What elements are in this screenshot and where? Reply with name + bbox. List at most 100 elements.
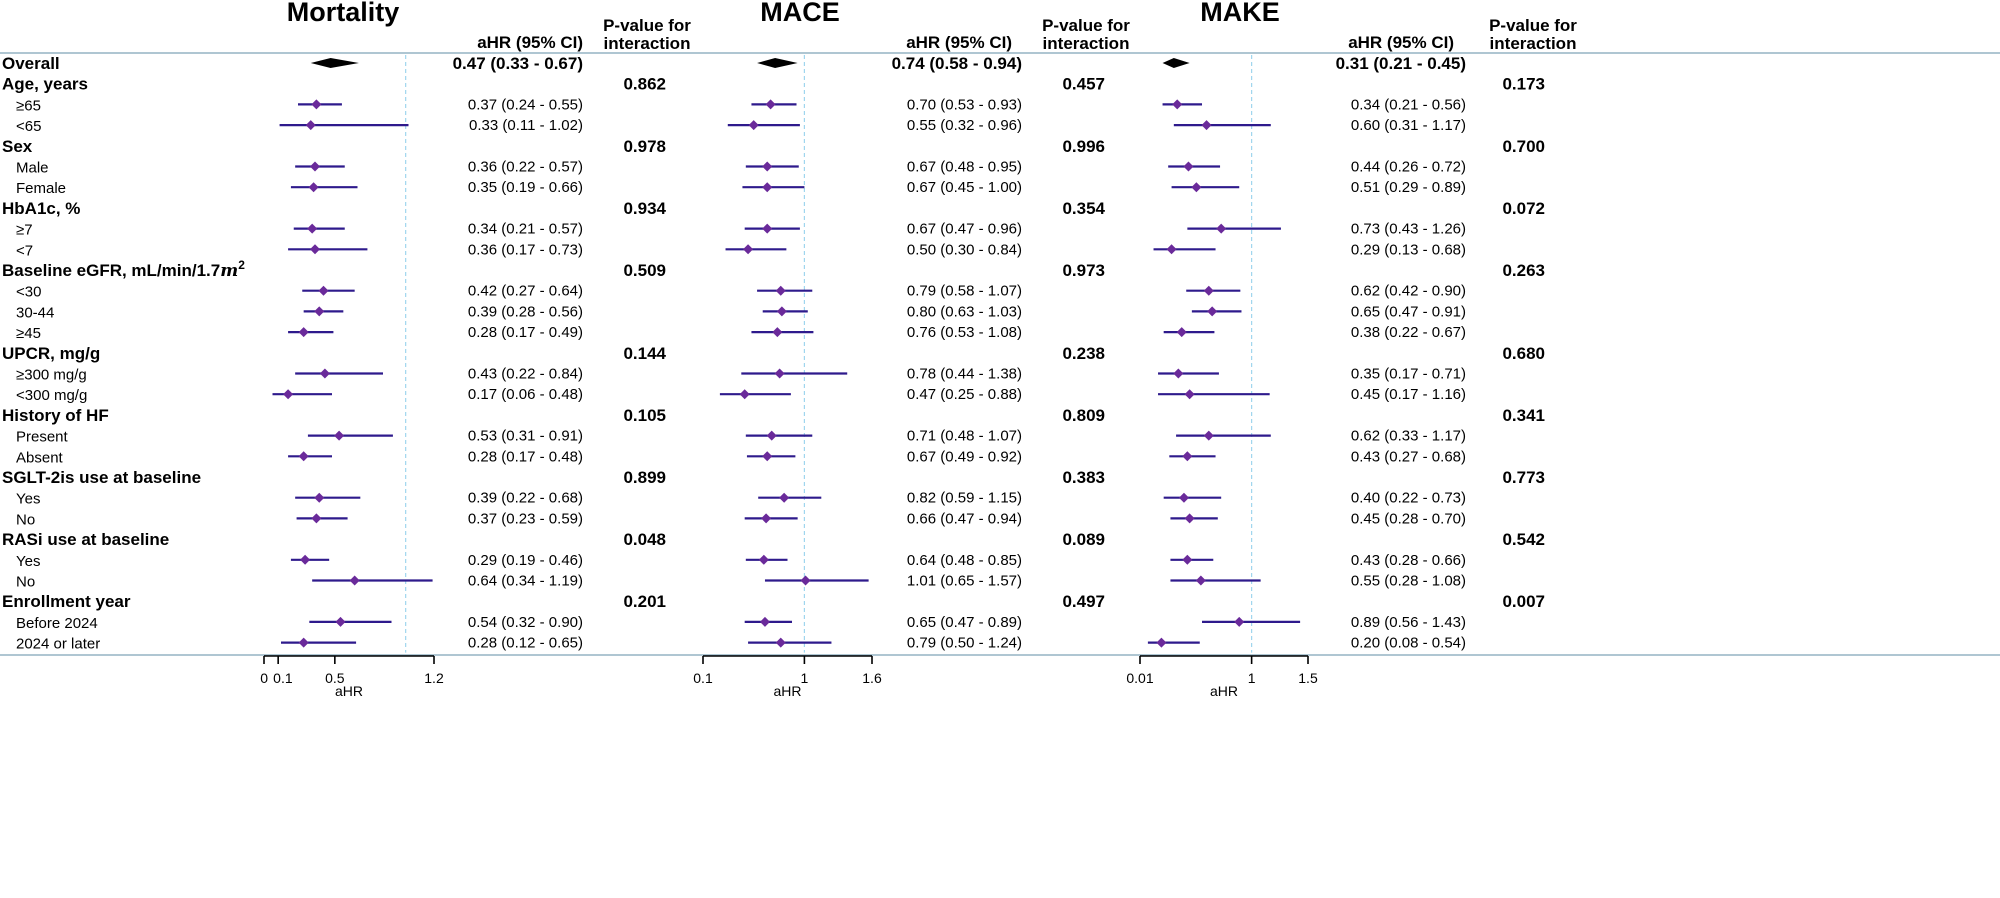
x-tick-label: 0.1	[273, 670, 293, 686]
subgroup-ci-text: 0.44 (0.26 - 0.72)	[1351, 159, 1466, 176]
p-value: 0.105	[623, 406, 666, 425]
panel-title: Mortality	[287, 0, 400, 27]
point-estimate	[1183, 161, 1194, 172]
point-estimate	[334, 430, 345, 441]
group-label: Age, years	[2, 75, 88, 94]
point-estimate	[776, 306, 787, 317]
subgroup-label: Present	[16, 429, 69, 446]
subgroup-label: Female	[16, 180, 66, 197]
overall-diamond	[310, 58, 359, 68]
panel-title: MAKE	[1200, 0, 1280, 27]
p-value: 0.934	[623, 199, 666, 218]
subgroup-ci-text: 0.43 (0.27 - 0.68)	[1351, 448, 1466, 465]
point-estimate	[762, 223, 773, 234]
ci-column-header: aHR (95% CI)	[477, 33, 583, 52]
subgroup-ci-text: 0.55 (0.28 - 1.08)	[1351, 573, 1466, 590]
point-estimate	[1172, 99, 1183, 110]
subgroup-label: <300 mg/g	[16, 387, 87, 404]
subgroup-ci-text: 0.60 (0.31 - 1.17)	[1351, 117, 1466, 134]
point-estimate	[1234, 616, 1245, 627]
subgroup-ci-text: 0.34 (0.21 - 0.57)	[468, 221, 583, 238]
point-estimate	[1191, 182, 1202, 193]
x-tick-label: 0.1	[693, 670, 713, 686]
point-estimate	[1184, 389, 1195, 400]
subgroup-ci-text: 0.36 (0.22 - 0.57)	[468, 159, 583, 176]
point-estimate	[762, 451, 773, 462]
point-estimate	[762, 161, 773, 172]
subgroup-ci-text: 0.29 (0.19 - 0.46)	[468, 552, 583, 569]
point-estimate	[1176, 327, 1187, 338]
overall-diamond	[1162, 58, 1190, 68]
subgroup-ci-text: 0.62 (0.42 - 0.90)	[1351, 283, 1466, 300]
point-estimate	[314, 306, 325, 317]
subgroup-label: ≥7	[16, 222, 33, 239]
p-value: 0.457	[1062, 75, 1105, 94]
subgroup-ci-text: 0.70 (0.53 - 0.93)	[907, 96, 1022, 113]
point-estimate	[739, 389, 750, 400]
group-label: SGLT-2is use at baseline	[2, 468, 201, 487]
point-estimate	[335, 616, 346, 627]
point-estimate	[318, 285, 329, 296]
subgroup-label: ≥300 mg/g	[16, 367, 87, 384]
subgroup-ci-text: 0.54 (0.32 - 0.90)	[468, 614, 583, 631]
p-value: 0.700	[1502, 137, 1545, 156]
p-value: 0.341	[1502, 406, 1545, 425]
p-value: 0.542	[1502, 530, 1545, 549]
p-value: 0.007	[1502, 592, 1545, 611]
point-estimate	[1182, 451, 1193, 462]
subgroup-ci-text: 0.39 (0.28 - 0.56)	[468, 303, 583, 320]
point-estimate	[308, 182, 319, 193]
x-tick-label: 1.6	[862, 670, 882, 686]
overall-diamond	[757, 58, 798, 68]
point-estimate	[298, 327, 309, 338]
point-estimate	[311, 99, 322, 110]
point-estimate	[1207, 306, 1218, 317]
subgroup-ci-text: 0.67 (0.48 - 0.95)	[907, 159, 1022, 176]
p-header-line1: P-value for	[603, 16, 691, 35]
subgroup-label: No	[16, 511, 35, 528]
point-estimate	[779, 492, 790, 503]
point-estimate	[800, 575, 811, 586]
subgroup-ci-text: 0.38 (0.22 - 0.67)	[1351, 324, 1466, 341]
subgroup-ci-text: 0.80 (0.63 - 1.03)	[907, 303, 1022, 320]
subgroup-ci-text: 0.62 (0.33 - 1.17)	[1351, 428, 1466, 445]
p-header-line1: P-value for	[1042, 16, 1130, 35]
point-estimate	[775, 285, 786, 296]
subgroup-ci-text: 0.89 (0.56 - 1.43)	[1351, 614, 1466, 631]
subgroup-ci-text: 0.35 (0.17 - 0.71)	[1351, 366, 1466, 383]
group-label: HbA1c, %	[2, 199, 80, 218]
ci-column-header: aHR (95% CI)	[906, 33, 1012, 52]
subgroup-ci-text: 0.55 (0.32 - 0.96)	[907, 117, 1022, 134]
x-tick-label: 0.01	[1126, 670, 1153, 686]
subgroup-ci-text: 0.39 (0.22 - 0.68)	[468, 490, 583, 507]
subgroup-ci-text: 0.45 (0.28 - 0.70)	[1351, 510, 1466, 527]
p-value: 0.201	[623, 592, 666, 611]
point-estimate	[766, 430, 777, 441]
point-estimate	[1216, 223, 1227, 234]
subgroup-ci-text: 0.82 (0.59 - 1.15)	[907, 490, 1022, 507]
subgroup-ci-text: 0.65 (0.47 - 0.91)	[1351, 303, 1466, 320]
subgroup-ci-text: 1.01 (0.65 - 1.57)	[907, 573, 1022, 590]
point-estimate	[319, 368, 330, 379]
point-estimate	[1178, 492, 1189, 503]
p-value: 0.773	[1502, 468, 1545, 487]
p-value: 0.978	[623, 137, 666, 156]
subgroup-ci-text: 0.67 (0.49 - 0.92)	[907, 448, 1022, 465]
group-label: Baseline eGFR, mL/min/1.7m2	[2, 258, 245, 281]
point-estimate	[1201, 120, 1212, 131]
subgroup-ci-text: 0.76 (0.53 - 1.08)	[907, 324, 1022, 341]
x-axis-label: aHR	[335, 683, 363, 699]
overall-ci-text: 0.31 (0.21 - 0.45)	[1336, 54, 1466, 73]
point-estimate	[310, 161, 320, 172]
subgroup-ci-text: 0.37 (0.24 - 0.55)	[468, 96, 583, 113]
point-estimate	[1166, 244, 1177, 255]
subgroup-label: No	[16, 574, 35, 591]
point-estimate	[762, 182, 773, 193]
p-value: 0.173	[1502, 75, 1545, 94]
point-estimate	[349, 575, 360, 586]
subgroup-ci-text: 0.34 (0.21 - 0.56)	[1351, 96, 1466, 113]
point-estimate	[311, 513, 322, 524]
point-estimate	[307, 223, 318, 234]
point-estimate	[1173, 368, 1184, 379]
subgroup-label: Absent	[16, 449, 64, 466]
